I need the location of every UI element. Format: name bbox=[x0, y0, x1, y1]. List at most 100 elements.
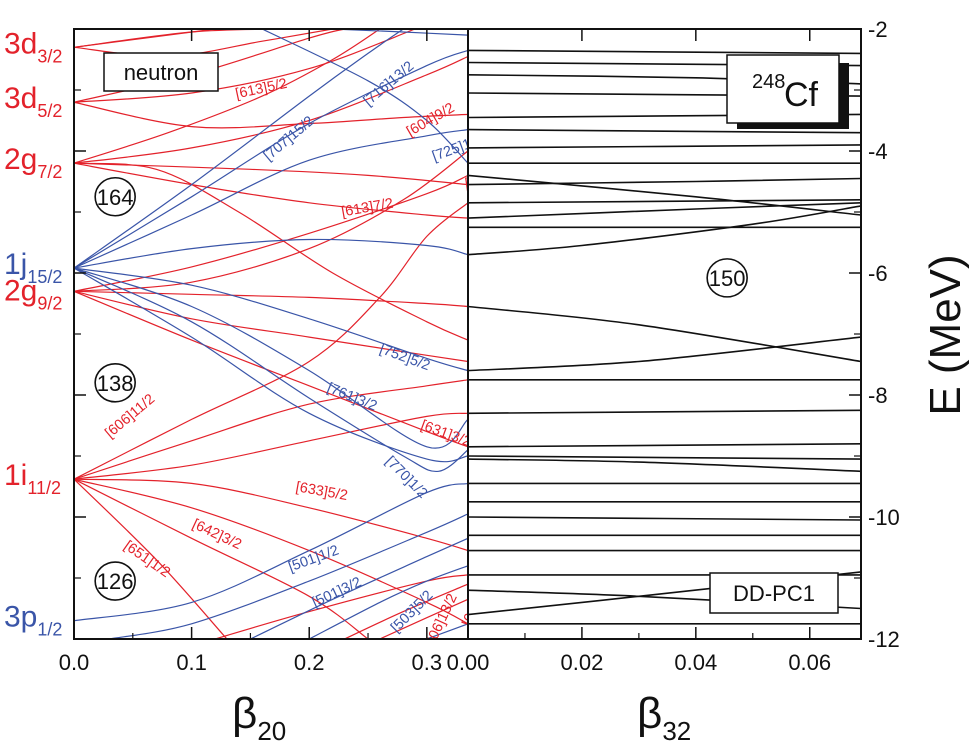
left-x-axis-symbol: β bbox=[232, 689, 257, 738]
level-line-left bbox=[74, 162, 468, 186]
nilsson-label: [622]3/2 bbox=[464, 169, 518, 192]
nilsson-label: [761]3/2 bbox=[325, 380, 380, 414]
level-line-right bbox=[468, 144, 861, 149]
magic-number-circle bbox=[94, 176, 136, 217]
magic-number-label: 126 bbox=[97, 569, 134, 594]
spherical-orbital-label: 2g7/2 bbox=[4, 143, 62, 182]
level-line-right bbox=[468, 336, 861, 372]
level-line-right bbox=[468, 409, 861, 415]
orbital-main: 1j bbox=[4, 248, 27, 281]
magic-number-label: 164 bbox=[97, 185, 134, 210]
right-x-axis-title: β32 bbox=[637, 689, 691, 746]
nilsson-label: [501]1/2 bbox=[286, 543, 341, 576]
level-line-left bbox=[74, 101, 468, 129]
x-tick-label-right: 0.02 bbox=[560, 650, 603, 675]
level-line-right bbox=[468, 128, 861, 134]
orbital-sub: 15/2 bbox=[27, 267, 62, 287]
level-line-left bbox=[74, 238, 468, 269]
spherical-orbital-label: 3d5/2 bbox=[4, 82, 62, 121]
nilsson-label: [604]9/2 bbox=[404, 100, 457, 140]
y-tick-label: -4 bbox=[868, 139, 888, 164]
level-line-left bbox=[74, 29, 416, 103]
nucleus-mass: 248 bbox=[752, 71, 785, 93]
level-line-left bbox=[261, 29, 468, 164]
level-line-left bbox=[74, 379, 468, 480]
level-line-left bbox=[74, 29, 404, 269]
level-line-left bbox=[74, 267, 468, 449]
level-line-right bbox=[468, 177, 861, 186]
level-line-left bbox=[250, 537, 468, 639]
spherical-orbital-label: 2g9/2 bbox=[4, 274, 62, 313]
left-x-axis-sub: 20 bbox=[257, 716, 286, 746]
x-tick-label-left: 0.1 bbox=[176, 650, 207, 675]
level-line-right bbox=[468, 443, 861, 448]
x-tick-label-left: 0.0 bbox=[59, 650, 90, 675]
orbital-sub: 11/2 bbox=[27, 478, 61, 498]
magic-number-label: 150 bbox=[709, 266, 746, 291]
orbital-main: 2g bbox=[4, 143, 37, 176]
right-x-axis-symbol: β bbox=[637, 689, 662, 738]
nilsson-label: [734]9/2 bbox=[512, 260, 566, 285]
x-tick-label-right: 0.00 bbox=[447, 650, 490, 675]
orbital-main: 2g bbox=[4, 274, 37, 307]
level-line-left bbox=[74, 478, 369, 639]
level-line-left bbox=[74, 290, 468, 448]
level-line-left bbox=[74, 267, 468, 463]
level-line-left bbox=[74, 290, 468, 308]
right-panel-levels bbox=[468, 49, 861, 639]
y-tick-label: -2 bbox=[868, 17, 888, 42]
nucleus-box: 248 Cf bbox=[726, 54, 849, 129]
spherical-orbital-label: 3p1/2 bbox=[4, 601, 62, 640]
orbital-main: 3d bbox=[4, 82, 37, 115]
orbital-sub: 7/2 bbox=[37, 162, 62, 182]
nilsson-label: [716]13/2 bbox=[361, 58, 418, 109]
x-tick-label-left: 0.3 bbox=[412, 650, 443, 675]
magic-number-circle bbox=[94, 362, 136, 403]
magic-number-circles: 164 138 126 150 bbox=[94, 176, 748, 601]
level-line-left bbox=[74, 129, 468, 269]
model-box: DD-PC1 bbox=[709, 572, 839, 614]
level-line-left bbox=[74, 29, 381, 164]
level-line-right bbox=[468, 49, 861, 55]
level-line-left bbox=[344, 583, 468, 639]
nilsson-label: [633]5/2 bbox=[294, 479, 348, 504]
y-axis-title: E (MeV) bbox=[921, 254, 970, 415]
y-tick-label: -10 bbox=[868, 505, 900, 530]
x-tick-label-left: 0.2 bbox=[294, 650, 325, 675]
orbital-main: 3d bbox=[4, 27, 37, 60]
nilsson-label: [752]5/2 bbox=[377, 341, 432, 374]
orbital-main: 1i bbox=[4, 459, 27, 492]
y-tick-label: -8 bbox=[868, 383, 888, 408]
level-line-left bbox=[74, 150, 468, 292]
level-line-left bbox=[214, 574, 468, 639]
left-panel-levels bbox=[74, 29, 468, 639]
magic-number-circle bbox=[94, 561, 136, 601]
neutron-box: neutron bbox=[103, 52, 219, 92]
level-line-left bbox=[74, 478, 468, 552]
level-line-left bbox=[74, 202, 468, 480]
magic-number-label: 138 bbox=[97, 371, 134, 396]
nilsson-label: [743]7/2 bbox=[495, 336, 550, 367]
level-line-left bbox=[308, 565, 468, 639]
level-line-left bbox=[74, 49, 468, 269]
nilsson-label: [707]15/2 bbox=[261, 113, 318, 164]
level-line-left bbox=[74, 29, 286, 48]
orbital-sub: 9/2 bbox=[37, 293, 62, 313]
magic-number-circle bbox=[706, 258, 748, 298]
nilsson-label: [770]1/2 bbox=[382, 453, 430, 501]
axis-ticks: 0.0 0.1 0.2 0.3 0.00 0.02 0.04 0.06 -2 -4 -6 -8 -10 -… bbox=[59, 17, 900, 675]
level-line-left bbox=[74, 412, 468, 480]
level-line-left bbox=[74, 482, 468, 622]
spherical-orbital-label: 3d3/2 bbox=[4, 27, 62, 66]
level-line-right bbox=[468, 202, 861, 219]
level-line-left bbox=[74, 162, 468, 341]
level-line-right bbox=[468, 199, 861, 204]
neutron-label: neutron bbox=[124, 60, 199, 85]
level-line-left bbox=[74, 267, 468, 473]
level-line-left bbox=[74, 162, 468, 219]
right-x-axis-sub: 32 bbox=[662, 716, 691, 746]
level-line-left bbox=[74, 478, 468, 625]
level-line-right bbox=[468, 174, 861, 216]
nucleus-symbol: Cf bbox=[784, 76, 819, 114]
